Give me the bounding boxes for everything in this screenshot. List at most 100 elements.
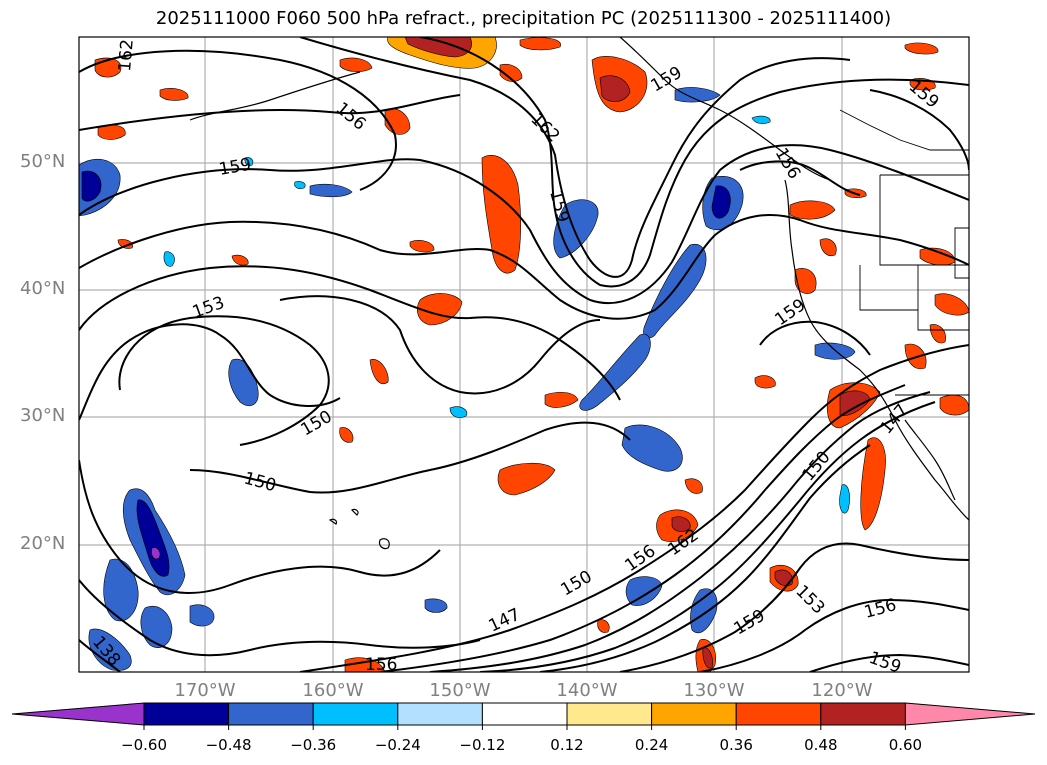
contour-line: [279, 295, 601, 395]
lon-label-160w: 160°W: [302, 680, 364, 701]
pos-region: [684, 478, 703, 494]
pos-region: [671, 516, 691, 532]
neg-region: [690, 588, 718, 634]
pos-region: [599, 75, 631, 102]
contour-line: [479, 401, 936, 672]
contour-line: [619, 542, 969, 672]
contour-line: [419, 37, 969, 288]
pos-region: [774, 569, 793, 587]
colorbar-tick-label: −0.12: [459, 736, 506, 754]
pos-region: [789, 200, 836, 220]
colorbar-extend-high: [904, 702, 1036, 726]
border-state: [954, 227, 969, 279]
pos-region: [481, 155, 521, 274]
contour-line: [699, 598, 969, 672]
neg-region: [839, 484, 850, 514]
neg-region: [136, 499, 170, 577]
neg-region: [163, 251, 175, 267]
contour-label: 162: [115, 38, 138, 72]
coast-alaska: [619, 37, 831, 181]
colorbar-tick-label: −0.24: [374, 736, 421, 754]
colorbar-tick-label: 0.36: [719, 736, 753, 754]
neg-region: [625, 576, 663, 606]
lat-label-20n: 20°N: [20, 533, 66, 554]
contour-line: [379, 384, 906, 672]
coastline: [189, 37, 969, 550]
neg-region: [103, 558, 139, 622]
neg-region: [449, 406, 468, 418]
contour-line: [759, 320, 871, 356]
border-state: [879, 175, 969, 266]
pos-region: [117, 239, 133, 249]
colorbar-segment: [566, 702, 653, 726]
pos-region: [339, 427, 354, 443]
political-borders: [839, 109, 969, 396]
colorbar-segment: [651, 702, 737, 726]
colorbar-segment: [820, 702, 906, 726]
neg-region: [711, 185, 731, 219]
contour-line: [79, 579, 481, 657]
lon-label-130w: 130°W: [683, 680, 745, 701]
neg-region: [751, 115, 771, 124]
colorbar-segment: [735, 702, 822, 726]
pos-region: [794, 268, 817, 294]
contour-line: [79, 94, 461, 131]
neg-region: [189, 604, 215, 627]
colorbar-tick-label: 0.60: [888, 736, 923, 754]
pos-region: [231, 254, 249, 266]
pos-region: [409, 240, 435, 253]
neg-region: [621, 424, 683, 472]
colorbar-ticks: [143, 725, 906, 730]
contour-line: [79, 459, 441, 594]
border-state: [917, 265, 969, 331]
contour-line: [299, 37, 851, 278]
neg-region: [88, 628, 132, 671]
contour-line: [118, 315, 330, 446]
pos-region: [159, 88, 189, 101]
colorbar-segment: [228, 702, 314, 726]
colorbar: [11, 702, 1036, 730]
colorbar-segment: [312, 702, 399, 726]
pos-region: [754, 375, 776, 389]
pos-region: [499, 63, 523, 82]
pos-region: [339, 57, 373, 72]
contour-line: [539, 444, 871, 672]
height-contours: [79, 37, 969, 672]
contour-line: [79, 214, 969, 320]
lon-label-170w: 170°W: [174, 680, 236, 701]
colorbar-extend-low: [11, 702, 145, 726]
pos-region: [860, 437, 886, 531]
neg-region: [294, 181, 306, 189]
colorbar-tick-label: −0.48: [205, 736, 252, 754]
colorbar-tick-label: 0.24: [634, 736, 669, 754]
colorbar-tick-label: −0.60: [121, 736, 167, 754]
lon-label-150w: 150°W: [429, 680, 491, 701]
pos-region: [702, 647, 713, 669]
neg-region: [309, 183, 353, 198]
neg-region: [579, 333, 651, 411]
contour-line: [79, 323, 341, 421]
contour-line: [809, 653, 969, 672]
lon-label-140w: 140°W: [556, 680, 618, 701]
map-frame-border: [78, 36, 970, 673]
colorbar-segment: [397, 702, 483, 726]
pos-region: [497, 462, 556, 496]
colorbar-tick-label: 0.12: [550, 736, 584, 754]
pos-region: [404, 37, 472, 58]
contour-line: [79, 49, 397, 191]
colorbar-tick-label: −0.36: [290, 736, 337, 754]
island-hawaii: [328, 508, 390, 550]
pos-region: [904, 42, 939, 55]
neg-region: [424, 598, 448, 613]
lon-label-120w: 120°W: [811, 680, 873, 701]
coast-baja: [904, 419, 956, 501]
colorbar-tick-label: 0.48: [804, 736, 838, 754]
neg-region: [81, 170, 102, 202]
border-state: [839, 109, 969, 151]
neg-region: [674, 87, 721, 103]
contour-line: [79, 265, 621, 401]
pos-region: [929, 324, 946, 344]
lat-label-40n: 40°N: [20, 278, 66, 299]
contour-line: [739, 160, 861, 196]
